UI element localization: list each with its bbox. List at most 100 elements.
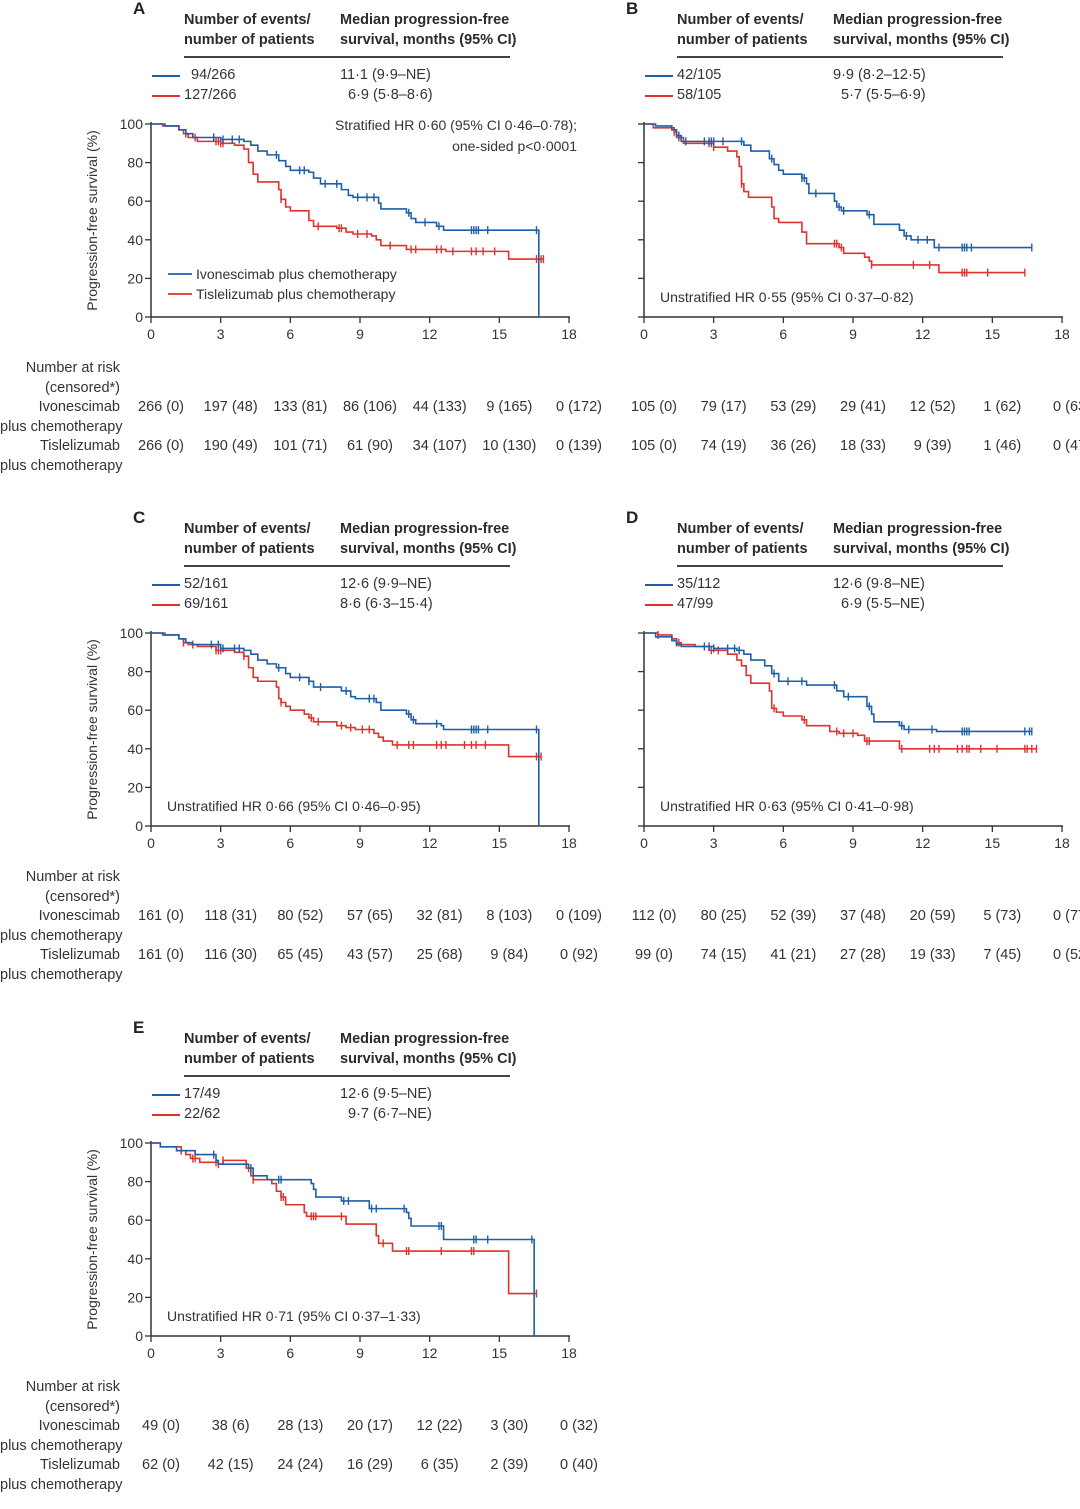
risk-cell: 80 (52): [277, 908, 324, 924]
risk-cell: 161 (0): [138, 947, 184, 963]
x-tick-label: 6: [286, 1345, 294, 1361]
risk-cell: 133 (81): [273, 399, 328, 415]
summary-median: 6·9 (5·8–8·6): [348, 87, 433, 103]
hr-annotation: Unstratified HR 0·66 (95% CI 0·46–0·95): [167, 798, 421, 814]
summary-median: 11·1 (9·9–NE): [340, 67, 431, 83]
km-curve-ivonescimab: [151, 1142, 535, 1336]
summary-legend-line: [152, 95, 180, 97]
risk-label-line: Tislelizumab: [39, 947, 120, 963]
summary-legend-line: [152, 604, 180, 606]
summary-median: 9·9 (8·2–12·5): [833, 67, 926, 83]
summary-events: 69/161: [184, 596, 229, 612]
x-tick-label: 0: [147, 1345, 155, 1361]
risk-cell: 10 (130): [482, 438, 537, 454]
y-tick-label: 0: [135, 309, 143, 325]
header-line: Number of events/: [184, 12, 311, 28]
x-tick-label: 18: [561, 1345, 577, 1361]
risk-cell: 0 (172): [556, 399, 602, 415]
y-tick-label: 40: [127, 232, 143, 248]
risk-label-line: Tislelizumab: [39, 1457, 120, 1473]
risk-cell: 0 (92): [560, 947, 598, 963]
summary-events: 17/49: [184, 1086, 221, 1102]
risk-cell: 79 (17): [700, 399, 747, 415]
summary-legend-line: [645, 604, 673, 606]
risk-cell: 0 (52): [1053, 947, 1080, 963]
summary-median: 12·6 (9·5–NE): [340, 1086, 432, 1102]
risk-cell: 57 (65): [347, 908, 393, 924]
risk-cell: 9 (165): [486, 399, 533, 415]
risk-label-line: Number at risk: [25, 869, 120, 885]
risk-cell: 53 (29): [770, 399, 817, 415]
header-line: survival, months (95% CI): [833, 541, 1010, 557]
summary-median: 12·6 (9·9–NE): [340, 576, 432, 592]
risk-cell: 0 (109): [556, 908, 602, 924]
panel-c: C Number of events/number of patients Medi…: [0, 508, 602, 999]
summary-events: 58/105: [677, 87, 722, 103]
risk-cell: 266 (0): [138, 399, 184, 415]
y-tick-label: 40: [127, 741, 143, 757]
summary-median: 6·9 (5·5–NE): [841, 596, 925, 612]
x-tick-label: 9: [356, 1345, 364, 1361]
x-tick-label: 0: [147, 835, 155, 851]
risk-cell: 38 (6): [211, 1418, 250, 1434]
x-tick-label: 6: [286, 835, 294, 851]
panel-letter: C: [133, 508, 146, 527]
header-median-header: Median progression-free survival, months …: [340, 519, 516, 559]
risk-cell: 43 (57): [347, 947, 393, 963]
risk-cell: 112 (0): [631, 908, 677, 924]
header-line: number of patients: [677, 32, 808, 48]
y-tick-label: 100: [120, 116, 144, 132]
x-tick-label: 15: [492, 1345, 508, 1361]
km-plot: 0 3 6 9 12 15 18 Unstratified HR 0·63 (95% CI 0…: [638, 630, 1070, 851]
header-line: Median progression-free: [340, 521, 510, 537]
panel-d: D Number of events/number of patients Medi…: [493, 508, 1080, 999]
risk-cell: 5 (73): [983, 908, 1022, 924]
risk-cell: 74 (19): [700, 438, 747, 454]
header-events-header: Number of events/number of patients: [677, 519, 808, 559]
km-curve-tislelizumab: [151, 1142, 537, 1295]
risk-label-line: plus chemotherapy: [0, 927, 123, 944]
header-events-header: Number of events/number of patients: [184, 10, 315, 50]
summary-legend-line: [645, 75, 673, 77]
x-tick-label: 6: [779, 326, 787, 342]
risk-cell: 197 (48): [203, 399, 258, 415]
header-line: Number of events/: [677, 12, 804, 28]
risk-cell: 32 (81): [416, 908, 463, 924]
x-tick-label: 12: [422, 1345, 438, 1361]
risk-cell: 19 (33): [909, 947, 956, 963]
risk-label-line: (censored*): [45, 1398, 120, 1415]
risk-label-line: plus chemotherapy: [0, 418, 123, 435]
x-tick-label: 12: [915, 835, 931, 851]
km-curve-tislelizumab: [644, 123, 1025, 274]
x-tick-label: 9: [356, 835, 364, 851]
km-plot: 0 3 6 9 12 15 18 Unstratified HR 0·55 (95% CI 0…: [638, 122, 1070, 342]
x-tick-label: 0: [640, 326, 648, 342]
summary-legend-line: [645, 95, 673, 97]
x-tick-label: 9: [849, 326, 857, 342]
summary-events: 42/105: [677, 67, 722, 83]
panel-b: B Number of events/number of patients Medi…: [493, 0, 1080, 490]
km-plot: 0 20 40 60 80 100 0 3 6 9 12 15 18 Progression-free s…: [84, 116, 577, 342]
y-tick-label: 60: [127, 1212, 143, 1228]
risk-cell: 41 (21): [770, 947, 817, 963]
x-tick-label: 18: [561, 326, 577, 342]
risk-cell: 8 (103): [486, 908, 533, 924]
x-tick-label: 12: [422, 835, 438, 851]
summary-median: 12·6 (9·8–NE): [833, 576, 925, 592]
summary-events: 127/266: [184, 87, 237, 103]
risk-cell: 18 (33): [840, 438, 886, 454]
risk-cell: 105 (0): [631, 399, 677, 415]
x-tick-label: 18: [1054, 326, 1070, 342]
risk-label-line: (censored*): [45, 888, 120, 905]
summary-events: 47/99: [677, 596, 714, 612]
hr-annotation: one-sided p<0·0001: [452, 138, 577, 154]
km-curve-ivonescimab: [151, 123, 540, 317]
risk-cell: 86 (106): [342, 399, 397, 415]
summary-median: 5·7 (5·5–6·9): [841, 87, 926, 103]
risk-cell: 12 (52): [909, 399, 956, 415]
x-tick-label: 12: [422, 326, 438, 342]
hr-annotation: Unstratified HR 0·71 (95% CI 0·37–1·33): [167, 1308, 421, 1324]
risk-cell: 161 (0): [138, 908, 184, 924]
risk-label-line: Ivonescimab: [38, 908, 120, 924]
risk-cell: 0 (32): [560, 1418, 598, 1434]
